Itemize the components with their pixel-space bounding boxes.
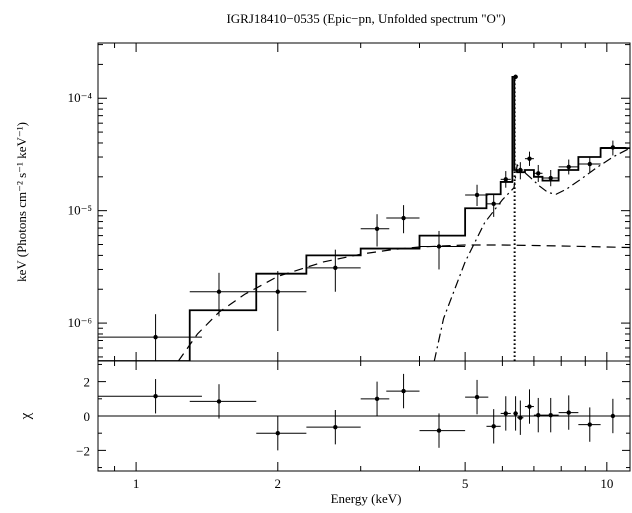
top-plot-area <box>98 74 630 361</box>
top-point-7 <box>474 192 480 198</box>
top-point-16 <box>587 161 592 167</box>
top-point-17 <box>610 145 616 150</box>
xtick-label: 2 <box>275 476 282 491</box>
top-panel: 10⁻⁶ 10⁻⁵ 10⁻⁴ keV (Photons cm⁻² s⁻¹ keV⁻¹… <box>14 42 631 362</box>
top-point-0 <box>153 334 158 340</box>
residual-point-13 <box>536 412 541 418</box>
residual-point-5 <box>401 388 406 394</box>
top-ytick-label: 10⁻⁵ <box>68 203 92 218</box>
top-point-15 <box>566 164 571 170</box>
residual-point-6 <box>436 428 442 433</box>
model-curve-dashed <box>177 244 630 361</box>
top-point-6 <box>436 244 442 249</box>
xtick-label: 10 <box>600 476 613 491</box>
bottom-ytick-label: 0 <box>84 409 91 424</box>
top-point-2 <box>275 289 280 294</box>
top-point-11 <box>518 167 523 173</box>
bottom-y-axis-label: χ <box>18 412 34 420</box>
model-curve-solid-step <box>98 75 630 361</box>
residual-point-1 <box>216 399 222 404</box>
top-point-4 <box>374 226 380 231</box>
top-ytick-label: 10⁻⁴ <box>68 90 93 105</box>
residual-point-4 <box>374 396 380 402</box>
top-point-13 <box>536 171 541 176</box>
xtick-label: 1 <box>133 476 140 491</box>
top-point-3 <box>333 265 338 271</box>
residual-point-17 <box>610 413 616 419</box>
residual-point-0 <box>153 394 158 399</box>
residual-point-3 <box>333 424 338 430</box>
top-y-axis: 10⁻⁶ 10⁻⁵ 10⁻⁴ <box>68 44 630 358</box>
residual-point-9 <box>503 411 508 416</box>
residual-point-15 <box>566 410 571 415</box>
xtick-label: 5 <box>462 476 469 491</box>
x-axis: 1 2 5 10 <box>114 43 613 491</box>
residual-point-10 <box>513 411 518 416</box>
top-point-12 <box>527 156 532 161</box>
bottom-plot-area <box>98 373 630 451</box>
top-panel-frame <box>97 42 631 362</box>
top-point-5 <box>401 215 406 221</box>
residual-point-8 <box>491 424 496 429</box>
residual-point-7 <box>474 394 480 400</box>
residual-point-16 <box>587 422 592 427</box>
residual-point-11 <box>518 415 523 420</box>
model-curve-dash-dot <box>433 147 630 361</box>
top-point-14 <box>548 175 553 181</box>
top-y-axis-label: keV (Photons cm⁻² s⁻¹ keV⁻¹) <box>14 122 29 282</box>
bottom-panel: −2 0 2 1 2 5 10 χ Energy (keV) <box>18 43 631 506</box>
top-point-9 <box>503 177 508 182</box>
bottom-ytick-label: 2 <box>84 375 91 390</box>
bottom-ytick-label: −2 <box>76 443 90 458</box>
residual-point-14 <box>548 412 553 418</box>
residual-point-12 <box>527 404 532 409</box>
residual-point-2 <box>275 430 280 436</box>
chart-title: IGRJ18410−0535 (Epic−pn, Unfolded spectr… <box>226 11 505 26</box>
top-point-8 <box>491 201 496 207</box>
bottom-y-axis: −2 0 2 <box>76 363 630 469</box>
top-point-10 <box>513 74 518 80</box>
top-point-1 <box>216 289 222 294</box>
x-axis-label: Energy (keV) <box>331 491 402 506</box>
top-ytick-label: 10⁻⁶ <box>68 315 92 330</box>
